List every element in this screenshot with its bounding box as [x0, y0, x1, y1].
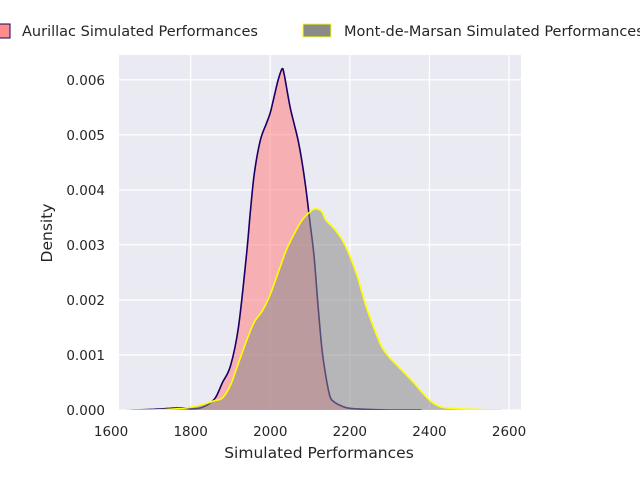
y-tick-label: 0.001	[66, 348, 105, 364]
x-tick-label: 2400	[412, 424, 446, 440]
x-tick-labels: 1600 1800 2000 2200 2400 2600	[94, 424, 526, 440]
legend-swatch-mont-de-marsan	[302, 23, 332, 38]
x-tick-label: 1800	[173, 424, 207, 440]
y-tick-label: 0.006	[66, 73, 105, 89]
x-tick-label: 2600	[492, 424, 526, 440]
x-tick-label: 2000	[253, 424, 287, 440]
y-tick-label: 0.004	[66, 183, 105, 199]
density-area-aurillac	[130, 68, 422, 410]
y-tick-label: 0.002	[66, 293, 105, 309]
y-axis-label: Density	[38, 204, 56, 263]
plot-area	[119, 55, 521, 411]
legend-swatch-aurillac	[0, 23, 11, 39]
density-series	[126, 67, 502, 410]
x-tick-label: 1600	[94, 424, 128, 440]
x-tick-label: 2200	[333, 424, 367, 440]
density-line-mont-de-marsan	[126, 207, 502, 410]
legend-label-mont-de-marsan: Mont-de-Marsan Simulated Performances	[344, 24, 640, 40]
y-tick-labels: 0.000 0.001 0.002 0.003 0.004 0.005 0.006	[66, 73, 105, 419]
y-tick-label: 0.000	[66, 403, 105, 419]
y-tick-label: 0.005	[66, 128, 105, 144]
x-axis-label: Simulated Performances	[224, 444, 414, 462]
density-area-mont-de-marsan	[126, 208, 502, 410]
y-tick-label: 0.003	[66, 238, 105, 254]
legend: Aurillac Simulated Performances Mont-de-…	[0, 23, 640, 40]
legend-label-aurillac: Aurillac Simulated Performances	[22, 24, 258, 40]
